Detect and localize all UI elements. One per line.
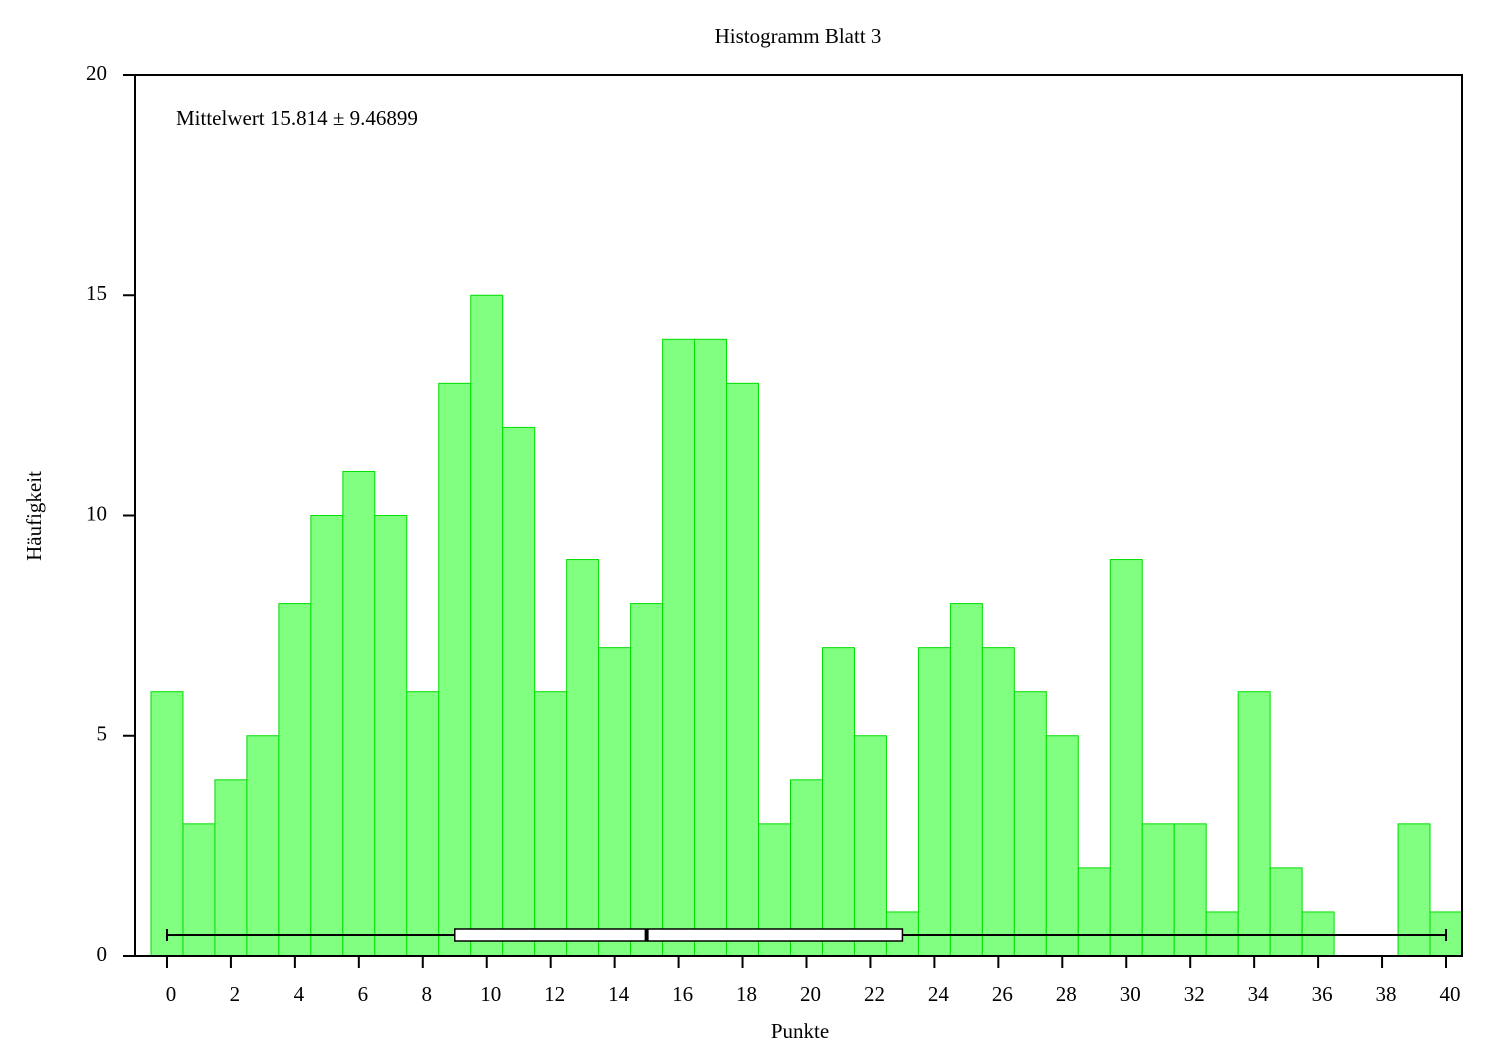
bar	[1269, 867, 1303, 957]
bar	[662, 338, 696, 957]
x-tick-label: 38	[1376, 982, 1397, 1006]
x-tick-label: 6	[358, 982, 369, 1006]
bar	[406, 691, 440, 957]
bar	[1173, 823, 1207, 957]
bar	[1237, 691, 1271, 957]
y-tick-label: 15	[86, 281, 107, 305]
bar	[917, 647, 951, 957]
bar	[214, 779, 248, 957]
x-tick-label: 18	[736, 982, 757, 1006]
bar	[726, 382, 760, 957]
x-tick-label: 22	[864, 982, 885, 1006]
chart-title: Histogramm Blatt 3	[715, 24, 882, 48]
x-tick-label: 34	[1248, 982, 1270, 1006]
x-tick-label: 28	[1056, 982, 1077, 1006]
x-tick-label: 40	[1440, 982, 1461, 1006]
bar	[1077, 867, 1111, 957]
bar	[949, 603, 983, 957]
bar	[853, 735, 887, 957]
bar	[438, 382, 472, 957]
bar	[981, 647, 1015, 957]
x-tick-label: 16	[672, 982, 693, 1006]
bar	[534, 691, 568, 957]
bar	[821, 647, 855, 957]
bar	[1205, 911, 1239, 957]
bar	[150, 691, 184, 957]
bar	[1045, 735, 1079, 957]
x-tick-label: 20	[800, 982, 821, 1006]
x-tick-label: 0	[166, 982, 177, 1006]
x-tick-label: 4	[294, 982, 305, 1006]
x-axis-label: Punkte	[771, 1019, 829, 1043]
bar	[342, 470, 376, 957]
bar	[630, 603, 664, 957]
x-tick-label: 30	[1120, 982, 1141, 1006]
x-tick-label: 32	[1184, 982, 1205, 1006]
x-tick-label: 8	[422, 982, 433, 1006]
y-tick-label: 10	[86, 501, 107, 525]
x-tick-label: 26	[992, 982, 1013, 1006]
x-tick-label: 10	[480, 982, 501, 1006]
bar	[1013, 691, 1047, 957]
bar	[278, 603, 312, 957]
bar	[502, 426, 536, 957]
x-tick-label: 36	[1312, 982, 1333, 1006]
x-tick-label: 2	[230, 982, 241, 1006]
bar	[1141, 823, 1175, 957]
bar	[694, 338, 728, 957]
y-tick-label: 5	[97, 722, 108, 746]
bar	[1301, 911, 1335, 957]
y-axis-label: Häufigkeit	[22, 471, 46, 561]
annotation: Mittelwert 15.814 ± 9.46899	[176, 106, 418, 130]
x-tick-label: 12	[544, 982, 565, 1006]
y-tick-label: 0	[97, 942, 108, 966]
bar	[1109, 559, 1143, 957]
bar	[790, 779, 823, 957]
bar	[246, 735, 280, 957]
x-tick-label: 14	[608, 982, 630, 1006]
bar	[182, 823, 216, 957]
y-tick-label: 20	[86, 61, 107, 85]
bar	[374, 515, 408, 957]
x-tick-label: 24	[928, 982, 950, 1006]
bar	[598, 647, 632, 957]
bar	[1397, 823, 1431, 957]
bar	[310, 515, 344, 957]
bar	[566, 559, 600, 957]
bar	[470, 294, 504, 957]
box	[454, 928, 904, 942]
